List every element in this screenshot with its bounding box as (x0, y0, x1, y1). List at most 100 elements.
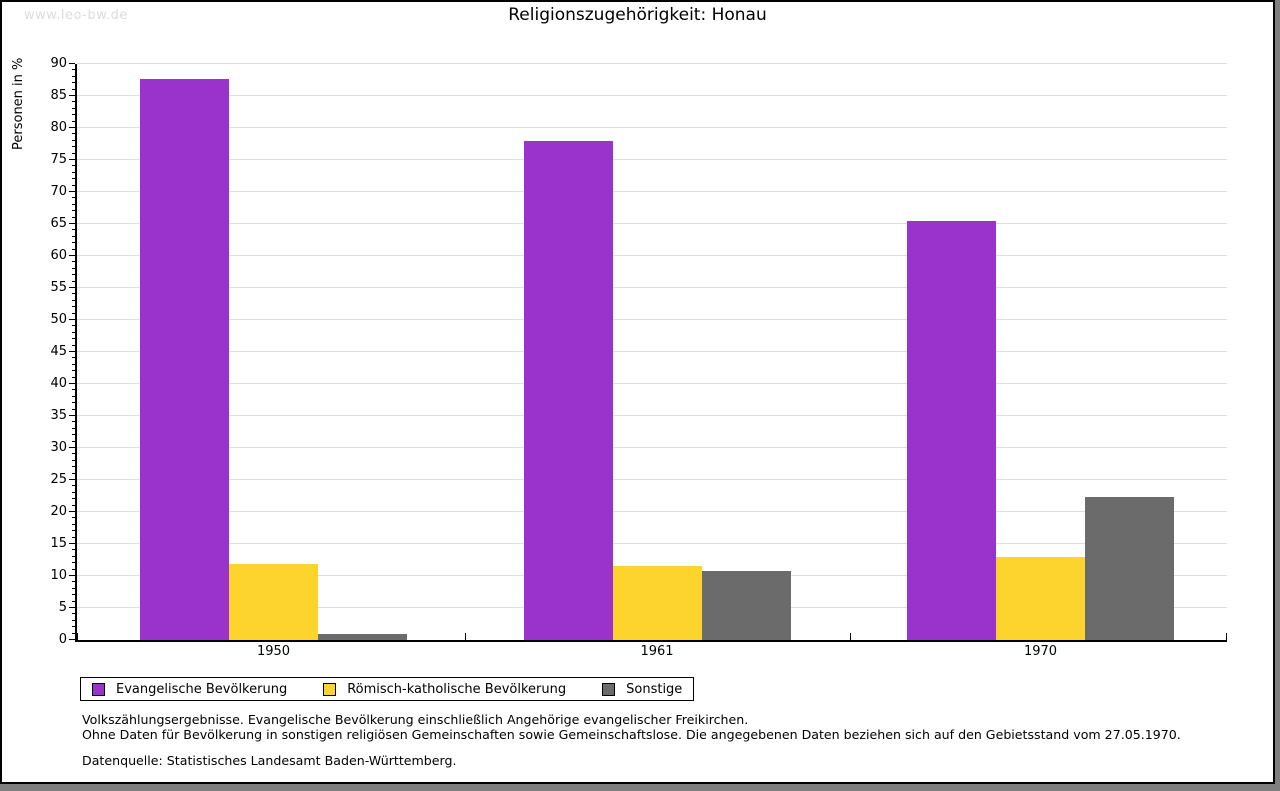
y-minor-tick (72, 408, 75, 410)
y-tick-label: 30 (50, 440, 67, 455)
y-minor-tick (72, 395, 75, 397)
y-tick-label: 5 (58, 600, 67, 615)
gridline (77, 255, 1227, 256)
x-tick-label: 1961 (640, 644, 674, 659)
y-minor-tick (72, 530, 75, 532)
gridline (77, 543, 1227, 544)
y-minor-tick (72, 312, 75, 314)
y-tick-label: 20 (50, 504, 67, 519)
y-major-tick (69, 607, 75, 608)
y-minor-tick (72, 120, 75, 122)
gridline (77, 287, 1227, 288)
y-minor-tick (72, 472, 75, 474)
y-minor-tick (72, 261, 75, 263)
y-minor-tick (72, 581, 75, 583)
y-minor-tick (72, 613, 75, 615)
y-minor-tick (72, 626, 75, 628)
y-minor-tick (72, 600, 75, 602)
y-minor-tick (72, 587, 75, 589)
y-tick-label: 55 (50, 280, 67, 295)
y-minor-tick (72, 389, 75, 391)
y-major-tick (69, 223, 75, 224)
bar-1970-evangelische-bev-lkerung (907, 221, 996, 640)
gridline (77, 479, 1227, 480)
gridline (77, 319, 1227, 320)
y-minor-tick (72, 152, 75, 154)
y-minor-tick (72, 453, 75, 455)
y-minor-tick (72, 306, 75, 308)
chart-title: Religionszugehörigkeit: Honau (508, 5, 767, 25)
legend: Evangelische Bevölkerung Römisch-katholis… (80, 677, 695, 701)
bar-1950-evangelische-bev-lkerung (140, 79, 229, 640)
y-minor-tick (72, 434, 75, 436)
y-major-tick (69, 639, 75, 640)
y-major-tick (69, 351, 75, 352)
y-minor-tick (72, 376, 75, 378)
y-tick-label: 40 (50, 376, 67, 391)
y-minor-tick (72, 139, 75, 141)
y-minor-tick (72, 184, 75, 186)
y-tick-label: 75 (50, 152, 67, 167)
legend-color-swatch (92, 682, 105, 696)
gridline (77, 351, 1227, 352)
y-minor-tick (72, 171, 75, 173)
y-minor-tick (72, 344, 75, 346)
y-minor-tick (72, 280, 75, 282)
y-tick-label: 35 (50, 408, 67, 423)
legend-label: Evangelische Bevölkerung (116, 681, 288, 697)
y-tick-label: 65 (50, 216, 67, 231)
y-minor-tick (72, 421, 75, 423)
y-minor-tick (72, 88, 75, 90)
y-minor-tick (72, 338, 75, 340)
y-minor-tick (72, 203, 75, 205)
legend-label: Römisch-katholische Bevölkerung (347, 681, 567, 697)
y-minor-tick (72, 555, 75, 557)
y-minor-tick (72, 485, 75, 487)
y-tick-label: 15 (50, 536, 67, 551)
plot-area: 0 5 10 15 20 25 30 35 40 45 50 55 60 65 70 75 80 85 90 (50, 57, 1227, 647)
y-tick-label: 60 (50, 248, 67, 263)
footnote-line-1: Volkszählungsergebnisse. Evangelische Be… (82, 712, 749, 727)
y-tick-label: 80 (50, 120, 67, 135)
y-minor-tick (72, 549, 75, 551)
y-tick-label: 90 (50, 56, 67, 71)
legend-item: Sonstige (602, 682, 682, 697)
gridline (77, 223, 1227, 224)
y-minor-tick (72, 299, 75, 301)
y-major-tick (69, 287, 75, 288)
gridline (77, 511, 1227, 512)
y-major-tick (69, 159, 75, 160)
y-minor-tick (72, 491, 75, 493)
y-minor-tick (72, 632, 75, 634)
gridline (77, 447, 1227, 448)
y-major-tick (69, 415, 75, 416)
gridline (77, 95, 1227, 96)
y-major-tick (69, 575, 75, 576)
y-minor-tick (72, 402, 75, 404)
y-minor-tick (72, 440, 75, 442)
y-minor-tick (72, 235, 75, 237)
y-minor-tick (72, 523, 75, 525)
y-minor-tick (72, 466, 75, 468)
legend-color-swatch (602, 682, 616, 696)
y-major-tick (69, 479, 75, 480)
y-axis-line (75, 64, 77, 642)
legend-item: Römisch-katholische Bevölkerung (323, 682, 566, 697)
y-major-tick (69, 447, 75, 448)
y-minor-tick (72, 619, 75, 621)
y-minor-tick (72, 210, 75, 212)
y-major-tick (69, 543, 75, 544)
y-minor-tick (72, 114, 75, 116)
bar-1970-sonstige (1085, 497, 1174, 640)
y-minor-tick (72, 536, 75, 538)
gridline (77, 127, 1227, 128)
y-minor-tick (72, 293, 75, 295)
y-minor-tick (72, 562, 75, 564)
legend-color-swatch (323, 682, 337, 696)
y-minor-tick (72, 197, 75, 199)
y-minor-tick (72, 69, 75, 71)
y-minor-tick (72, 498, 75, 500)
y-major-tick (69, 255, 75, 256)
